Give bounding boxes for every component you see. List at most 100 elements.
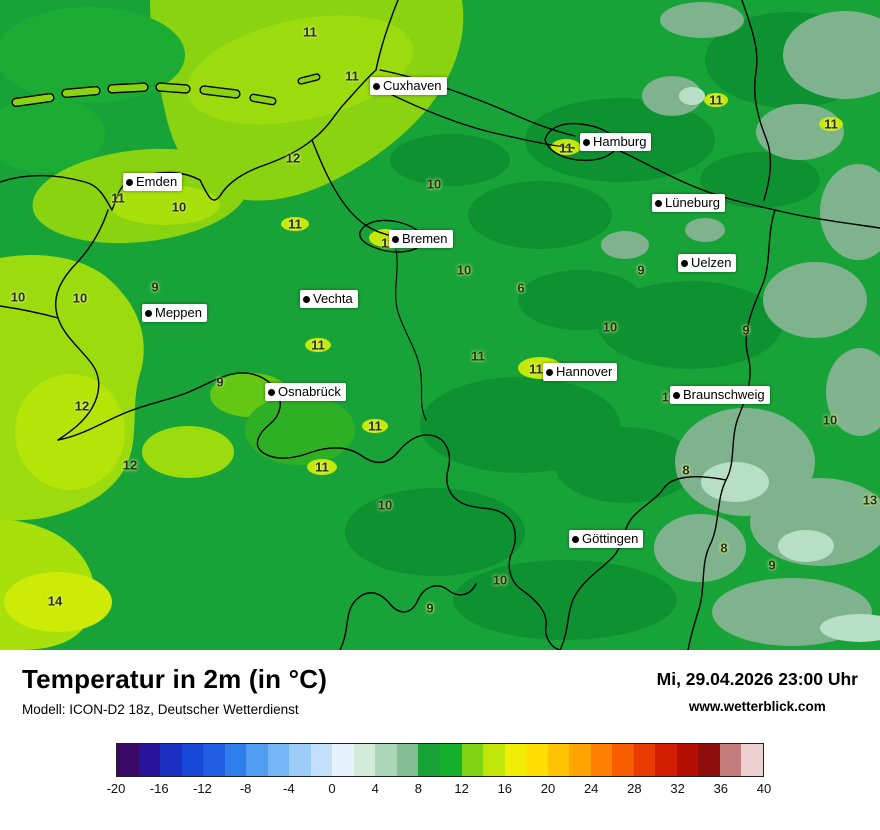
city-marker-goettingen: Göttingen — [569, 530, 644, 548]
colorbar-tick-label: 16 — [497, 781, 513, 796]
colorbar-segment — [526, 744, 548, 776]
forecast-datetime: Mi, 29.04.2026 23:00 Uhr — [656, 669, 858, 689]
colorbar-segment — [633, 744, 656, 776]
colorbar-segment — [203, 744, 225, 776]
colorbar-segment — [461, 744, 484, 776]
website-url: www.wetterblick.com — [688, 699, 826, 714]
city-label: Hamburg — [593, 134, 647, 149]
city-label: Emden — [136, 174, 178, 189]
city-marker-hamburg: Hamburg — [580, 133, 652, 151]
colorbar-segment — [590, 744, 613, 776]
city-dot-icon — [268, 388, 275, 396]
city-dot-icon — [392, 235, 399, 243]
colorbar-tick-label: -16 — [149, 781, 169, 796]
city-marker-hannover: Hannover — [543, 363, 618, 381]
colorbar-ticks: -20 -16 -12 -8 -4 0 4 8 12 16 20 24 28 32 36 40 — [107, 781, 772, 799]
temperature-field-blobs — [0, 0, 880, 650]
elbe-east — [617, 149, 880, 229]
footer-right-column: Mi, 29.04.2026 23:00 Uhr www.wetterblick… — [657, 664, 858, 714]
border-west-nl — [54, 209, 109, 441]
border-east — [687, 209, 776, 650]
weser-river — [395, 249, 427, 421]
colorbar-segment — [719, 744, 742, 776]
city-label: Göttingen — [582, 531, 639, 546]
city-dot-icon — [572, 535, 579, 543]
coast-north-branch — [375, 0, 399, 71]
city-dot-icon — [373, 82, 380, 90]
city-label: Hannover — [556, 364, 613, 379]
colorbar-segment — [676, 744, 699, 776]
city-marker-braunschweig: Braunschweig — [670, 386, 770, 404]
weser-estuary — [311, 139, 393, 237]
city-marker-lueneburg: Lüneburg — [652, 194, 725, 212]
colorbar-segment — [612, 744, 634, 776]
colorbar-tick-label: 0 — [328, 781, 336, 796]
colorbar-tick-label: 8 — [414, 781, 423, 796]
city-label: Meppen — [155, 305, 202, 320]
colorbar-segment — [655, 744, 677, 776]
city-marker-uelzen: Uelzen — [678, 254, 737, 272]
colorbar-segment — [547, 744, 570, 776]
city-marker-meppen: Meppen — [142, 304, 207, 322]
city-label: Braunschweig — [683, 387, 765, 402]
city-dot-icon — [655, 199, 662, 207]
colorbar-segment — [117, 744, 139, 776]
colorbar-segment — [332, 744, 354, 776]
colorbar-segment — [504, 744, 527, 776]
city-label: Bremen — [402, 231, 448, 246]
colorbar-segment — [160, 744, 182, 776]
city-label: Vechta — [313, 291, 353, 306]
border-top-right — [741, 0, 772, 201]
colorbar-tick-label: 12 — [454, 781, 469, 796]
islands — [11, 73, 321, 108]
colorbar-tick-label: 24 — [583, 781, 599, 796]
colorbar-segment — [439, 744, 462, 776]
colorbar-segment — [375, 744, 397, 776]
footer: Temperatur in 2m (in °C) Modell: ICON-D2… — [0, 650, 880, 830]
city-marker-emden: Emden — [123, 173, 183, 191]
city-dot-icon — [681, 259, 688, 267]
border-bottom-middle — [339, 583, 477, 650]
footer-top-row: Temperatur in 2m (in °C) Modell: ICON-D2… — [22, 664, 858, 717]
border-lines — [0, 0, 880, 650]
city-dot-icon — [546, 368, 553, 376]
colorbar-segment — [224, 744, 247, 776]
city-dot-icon — [583, 138, 590, 146]
border-west-spur — [0, 305, 59, 319]
city-marker-cuxhaven: Cuxhaven — [370, 77, 447, 95]
city-dot-icon — [145, 309, 152, 317]
colorbar-segment — [138, 744, 161, 776]
colorbar-gradient — [116, 743, 764, 777]
colorbar-segment — [181, 744, 204, 776]
colorbar-segment — [310, 744, 333, 776]
colorbar: -20 -16 -12 -8 -4 0 4 8 12 16 20 24 28 32 36 40 — [107, 743, 772, 799]
colorbar-segment — [396, 744, 419, 776]
colorbar-segment — [741, 744, 763, 776]
colorbar-tick-label: -4 — [283, 781, 295, 796]
coastline — [0, 69, 377, 211]
colorbar-segment — [483, 744, 505, 776]
map-area: 11 11 11 11 11 12 10 11 10 11 11 9 10 6 9 10 10 10 9 11 11 11… — [0, 0, 880, 650]
colorbar-segment — [418, 744, 440, 776]
colorbar-segment — [698, 744, 720, 776]
colorbar-segment — [353, 744, 376, 776]
colorbar-segment — [289, 744, 311, 776]
temperature-map-svg — [0, 0, 880, 650]
city-dot-icon — [126, 178, 133, 186]
city-marker-vechta: Vechta — [300, 290, 358, 308]
city-label: Lüneburg — [665, 195, 720, 210]
footer-left-column: Temperatur in 2m (in °C) Modell: ICON-D2… — [22, 664, 327, 717]
colorbar-segment — [569, 744, 591, 776]
colorbar-tick-label: 4 — [371, 781, 379, 796]
colorbar-tick-label: 20 — [540, 781, 556, 796]
colorbar-segment — [246, 744, 268, 776]
colorbar-tick-label: -12 — [192, 781, 212, 796]
city-marker-bremen: Bremen — [389, 230, 453, 248]
city-label: Uelzen — [691, 255, 732, 270]
colorbar-segment — [267, 744, 290, 776]
city-dot-icon — [303, 295, 310, 303]
elbe-south-bank — [377, 87, 575, 149]
colorbar-tick-label: 40 — [756, 781, 772, 796]
city-marker-osnabrueck: Osnabrück — [265, 383, 346, 401]
